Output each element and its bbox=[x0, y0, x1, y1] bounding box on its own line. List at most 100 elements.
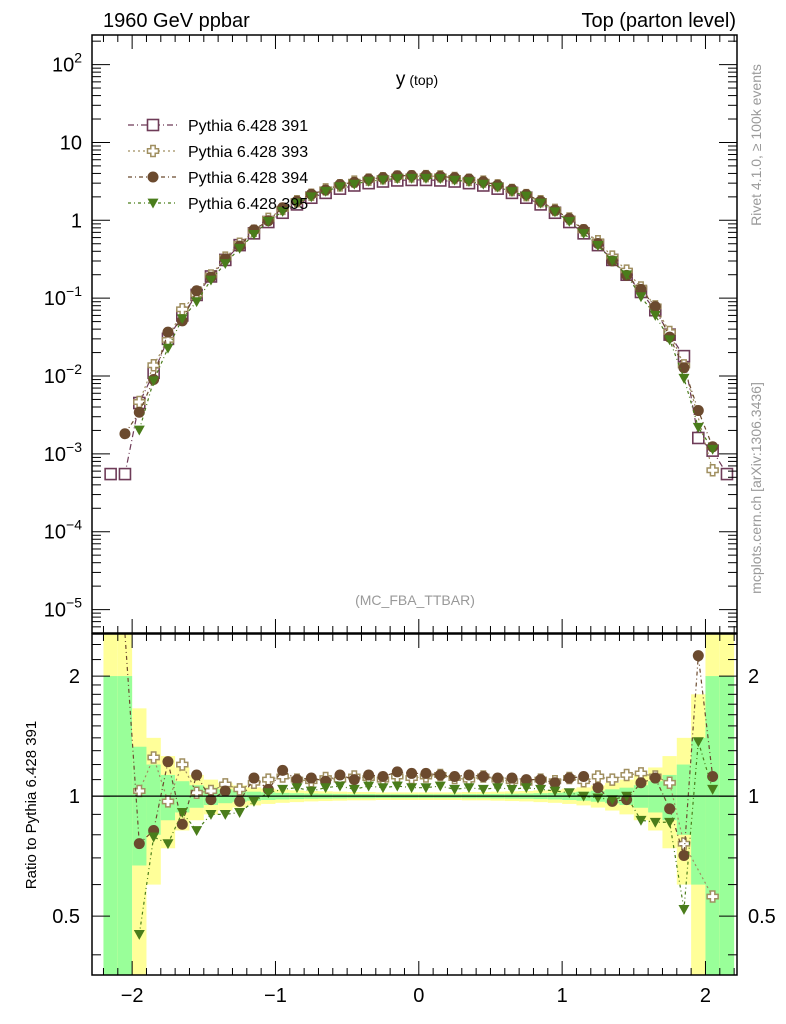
y-tick-exponent: 2 bbox=[74, 50, 82, 66]
series-395-ratio-point bbox=[176, 808, 188, 818]
ratio-y-tick-label-right: 0.5 bbox=[748, 906, 776, 928]
y-tick-exponent: −5 bbox=[66, 595, 82, 611]
y-tick-base: 10 bbox=[44, 366, 66, 388]
legend: Pythia 6.428 391 Pythia 6.428 393 Pythia 6… bbox=[128, 118, 308, 213]
series-393-ratio-point bbox=[606, 773, 619, 786]
series-395-ratio-point bbox=[492, 783, 504, 794]
series-395-point bbox=[463, 177, 475, 188]
series-395-ratio-point bbox=[649, 817, 661, 828]
series-395-ratio-point bbox=[133, 930, 145, 940]
series-393-ratio-point bbox=[233, 783, 246, 796]
series-395-ratio-point bbox=[449, 784, 461, 795]
series-394-ratio-point bbox=[162, 756, 174, 768]
series-395-point bbox=[219, 259, 231, 269]
series-395-ratio-point bbox=[664, 817, 676, 828]
plot-title-main: y bbox=[396, 69, 406, 90]
plot-title-sub: (top) bbox=[409, 72, 438, 88]
series-395-point bbox=[406, 173, 418, 184]
series-393-point bbox=[147, 358, 160, 372]
y-tick-base: 10 bbox=[44, 288, 66, 310]
series-395-point bbox=[635, 292, 647, 303]
ratio-y-tick-label-right: 1 bbox=[748, 786, 759, 808]
series-395-point bbox=[692, 422, 704, 433]
rivet-label: Rivet 4.1.0, ≥ 100k events bbox=[748, 64, 764, 226]
series-395-ratio-point bbox=[363, 781, 375, 792]
series-394-ratio-point bbox=[291, 774, 303, 786]
y-tick-label: 102 bbox=[52, 50, 82, 77]
series-395-point bbox=[363, 176, 375, 187]
x-tick-label: 0 bbox=[413, 985, 424, 1007]
y-tick-exponent: −1 bbox=[66, 283, 82, 299]
ratio-y-tick-label-left: 0.5 bbox=[52, 906, 80, 928]
series-393-ratio-line bbox=[138, 755, 714, 897]
legend-label: Pythia 6.428 395 bbox=[188, 196, 308, 213]
main-panel bbox=[104, 169, 734, 481]
series-395-ratio-point bbox=[348, 784, 360, 795]
series-394-ratio-point bbox=[348, 774, 360, 786]
series-395-point bbox=[649, 310, 661, 321]
series-394-point bbox=[635, 283, 647, 295]
series-395-ratio-point bbox=[334, 781, 346, 792]
series-395-point bbox=[535, 198, 547, 209]
series-394-line bbox=[124, 174, 714, 448]
series-395-point bbox=[176, 314, 188, 325]
series-394-point bbox=[649, 301, 661, 313]
series-395-point bbox=[477, 179, 489, 190]
series-393-ratio-point bbox=[620, 768, 633, 782]
series-395-point bbox=[678, 373, 690, 384]
legend-marker-filled-triangle-down bbox=[147, 198, 159, 209]
series-393-ratio-point bbox=[663, 776, 676, 790]
header-left: 1960 GeV ppbar bbox=[103, 10, 250, 32]
ratio-y-tick-label-left: 2 bbox=[69, 666, 80, 688]
series-394-ratio-point bbox=[277, 764, 289, 776]
series-394-ratio-point bbox=[248, 772, 260, 784]
series-394-ratio-point bbox=[463, 769, 475, 781]
series-395-ratio-point bbox=[420, 783, 432, 794]
series-394-point bbox=[191, 285, 203, 297]
band-inner bbox=[719, 676, 735, 975]
series-395-point bbox=[205, 275, 217, 286]
series-395-point bbox=[578, 228, 590, 239]
series-395-point bbox=[248, 229, 260, 240]
x-tick-label: 2 bbox=[700, 985, 711, 1007]
y-tick-label: 10−2 bbox=[44, 361, 82, 388]
series-395-point bbox=[492, 182, 504, 193]
series-395-ratio-point bbox=[678, 904, 690, 915]
band-inner bbox=[132, 746, 147, 866]
series-394-ratio-point bbox=[535, 774, 547, 786]
x-tick-label: 1 bbox=[557, 985, 568, 1007]
band-inner bbox=[103, 676, 118, 975]
series-395-point bbox=[377, 175, 389, 186]
series-393-point bbox=[706, 463, 719, 477]
series-395-point bbox=[234, 243, 246, 254]
series-394-ratio-point bbox=[635, 777, 647, 789]
y-tick-label: 10 bbox=[60, 132, 82, 154]
series-395-ratio-point bbox=[291, 783, 303, 794]
series-395-point bbox=[391, 174, 403, 184]
series-394-ratio-point bbox=[477, 770, 489, 782]
plot-title: y (top) bbox=[396, 69, 438, 90]
series-394-ratio-point bbox=[592, 782, 604, 794]
y-tick-label: 1 bbox=[71, 210, 82, 232]
series-393-ratio-point bbox=[161, 795, 175, 808]
legend-label: Pythia 6.428 394 bbox=[188, 170, 308, 187]
y-tick-label: 10−3 bbox=[44, 439, 82, 466]
series-394-ratio-point bbox=[449, 770, 461, 782]
header-right: Top (parton level) bbox=[581, 10, 736, 32]
y-tick-base: 10 bbox=[60, 132, 82, 154]
mcplots-label: mcplots.cern.ch [arXiv:1306.3436] bbox=[748, 382, 764, 594]
band-inner bbox=[648, 781, 663, 813]
series-395-ratio-point bbox=[406, 783, 418, 794]
series-395-ratio-point bbox=[434, 781, 446, 792]
series-393-line bbox=[138, 175, 714, 471]
series-395-ratio-point bbox=[262, 788, 274, 799]
band-inner bbox=[146, 764, 161, 835]
legend-marker-filled-circle bbox=[147, 171, 159, 183]
series-395-point bbox=[291, 198, 303, 209]
legend-label: Pythia 6.428 393 bbox=[188, 144, 308, 161]
series-395-ratio-point bbox=[219, 809, 231, 820]
band-inner bbox=[117, 676, 133, 975]
series-393-ratio-point bbox=[591, 770, 605, 783]
series-395-ratio-point bbox=[305, 786, 317, 797]
